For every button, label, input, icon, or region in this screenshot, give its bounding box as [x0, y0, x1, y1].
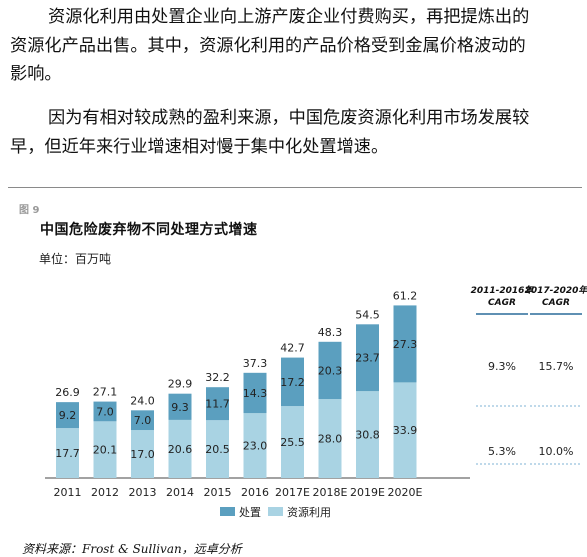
legend: 处置 资源利用	[220, 505, 331, 519]
cagr-header-label: CAGR	[488, 298, 516, 308]
data-label-resource: 20.6	[168, 443, 193, 456]
paragraph-line: 资源化产品出售。其中，资源化利用的产品价格受到金属价格波动的	[10, 35, 526, 56]
legend-swatch	[268, 507, 283, 516]
data-label-total: 48.3	[318, 326, 343, 339]
paragraph-1: 资源化利用由处置企业向上游产废企业付费购买，再把提炼出的 资源化产品出售。其中，…	[10, 3, 580, 89]
data-label-resource: 25.5	[280, 436, 305, 449]
bar-disposal	[206, 387, 229, 421]
bar-resource	[93, 421, 117, 478]
data-label-total: 24.0	[130, 394, 155, 407]
bar-disposal	[56, 402, 79, 429]
x-tick-label: 2011	[54, 486, 82, 499]
data-label-total: 54.5	[355, 308, 380, 321]
cagr-table: 2011-2016年 CAGR 2017-2020年 CAGR 9.3% 15.7% 5.3…	[471, 285, 587, 465]
bar-resource	[356, 391, 379, 478]
unit-label: 单位：百万吨	[39, 252, 112, 266]
bar-resource	[281, 406, 304, 478]
x-tick-label: 2012	[91, 486, 119, 499]
bar-disposal	[318, 341, 342, 400]
data-label-resource: 33.9	[393, 424, 418, 437]
data-label-resource: 28.0	[318, 433, 343, 446]
bar-resource	[243, 413, 267, 478]
bar-disposal	[93, 401, 117, 422]
bar-disposal	[131, 410, 154, 431]
cagr-header-years: 2017-2020年	[525, 285, 587, 296]
data-label-total: 29.9	[168, 378, 193, 391]
data-label-total: 37.3	[243, 357, 268, 370]
data-label-resource: 17.0	[130, 448, 155, 461]
bars-group: 17.7 9.2 26.9 2011 20.1 7.0 27.1 2012 17.0 7.0 24.…	[45, 289, 470, 499]
cagr-value-disposal: 15.7%	[539, 360, 574, 373]
cagr-value-resource: 10.0%	[539, 445, 574, 458]
data-label-disposal: 27.3	[393, 338, 418, 351]
data-label-total: 32.2	[205, 371, 230, 384]
paragraph-line: 影响。	[10, 64, 62, 84]
legend-swatch	[220, 507, 235, 516]
source-note: 资料来源：Frost & Sullivan，远卓分析	[22, 542, 242, 556]
section-divider	[8, 187, 582, 188]
bar-resource	[206, 420, 229, 478]
data-label-disposal: 11.7	[205, 398, 230, 411]
legend-label: 处置	[239, 506, 261, 519]
paragraph-2: 因为有相对较成熟的盈利来源，中国危废资源化利用市场发展较 早，但近年来行业增速相…	[10, 104, 580, 161]
x-tick-label: 2014	[166, 486, 194, 499]
cagr-header-label: CAGR	[542, 298, 570, 308]
data-label-disposal: 20.3	[318, 364, 343, 377]
bar-resource	[318, 399, 342, 478]
x-tick-label: 2020E	[388, 486, 423, 499]
data-label-resource: 23.0	[243, 440, 268, 453]
x-tick-label: 2015	[204, 486, 232, 499]
data-label-total: 42.7	[280, 342, 305, 355]
data-label-disposal: 17.2	[280, 376, 305, 389]
bar-disposal	[281, 357, 304, 407]
data-label-disposal: 9.2	[59, 409, 77, 422]
data-label-resource: 20.5	[205, 443, 230, 456]
x-tick-label: 2016	[241, 486, 269, 499]
data-label-disposal: 23.7	[355, 352, 380, 365]
bar-disposal	[393, 305, 417, 383]
data-label-disposal: 7.0	[96, 405, 114, 418]
paragraph-line: 资源化利用由处置企业向上游产废企业付费购买，再把提炼出的	[48, 7, 530, 27]
cagr-value-resource: 5.3%	[488, 445, 516, 458]
paragraph-line: 因为有相对较成熟的盈利来源，中国危废资源化利用市场发展较	[48, 108, 530, 128]
paragraph-line: 早，但近年来行业增速相对慢于集中化处置增速。	[10, 136, 389, 157]
bar-disposal	[356, 324, 379, 392]
figure-label: 图 9	[19, 205, 40, 216]
data-label-total: 27.1	[93, 386, 118, 399]
chart-title: 中国危险废弃物不同处理方式增速	[40, 222, 258, 238]
data-label-total: 61.2	[393, 289, 418, 302]
bar-disposal	[243, 372, 267, 414]
data-label-total: 26.9	[55, 386, 80, 399]
cagr-value-disposal: 9.3%	[488, 360, 516, 373]
data-label-resource: 30.8	[355, 429, 380, 442]
bar-disposal	[168, 393, 192, 420]
bar-resource	[168, 419, 192, 478]
x-tick-label: 2018E	[313, 486, 348, 499]
x-tick-label: 2017E	[275, 486, 310, 499]
cagr-header-years: 2011-2016年	[471, 285, 536, 296]
data-label-resource: 20.1	[93, 444, 118, 457]
data-label-disposal: 7.0	[134, 414, 152, 427]
bar-resource	[393, 382, 417, 478]
x-tick-label: 2019E	[350, 486, 385, 499]
bar-resource	[131, 430, 154, 478]
data-label-resource: 17.7	[55, 447, 80, 460]
x-tick-label: 2013	[129, 486, 157, 499]
legend-label: 资源利用	[287, 505, 331, 519]
data-label-disposal: 14.3	[243, 387, 268, 400]
bar-resource	[56, 428, 79, 478]
data-label-disposal: 9.3	[171, 401, 189, 414]
